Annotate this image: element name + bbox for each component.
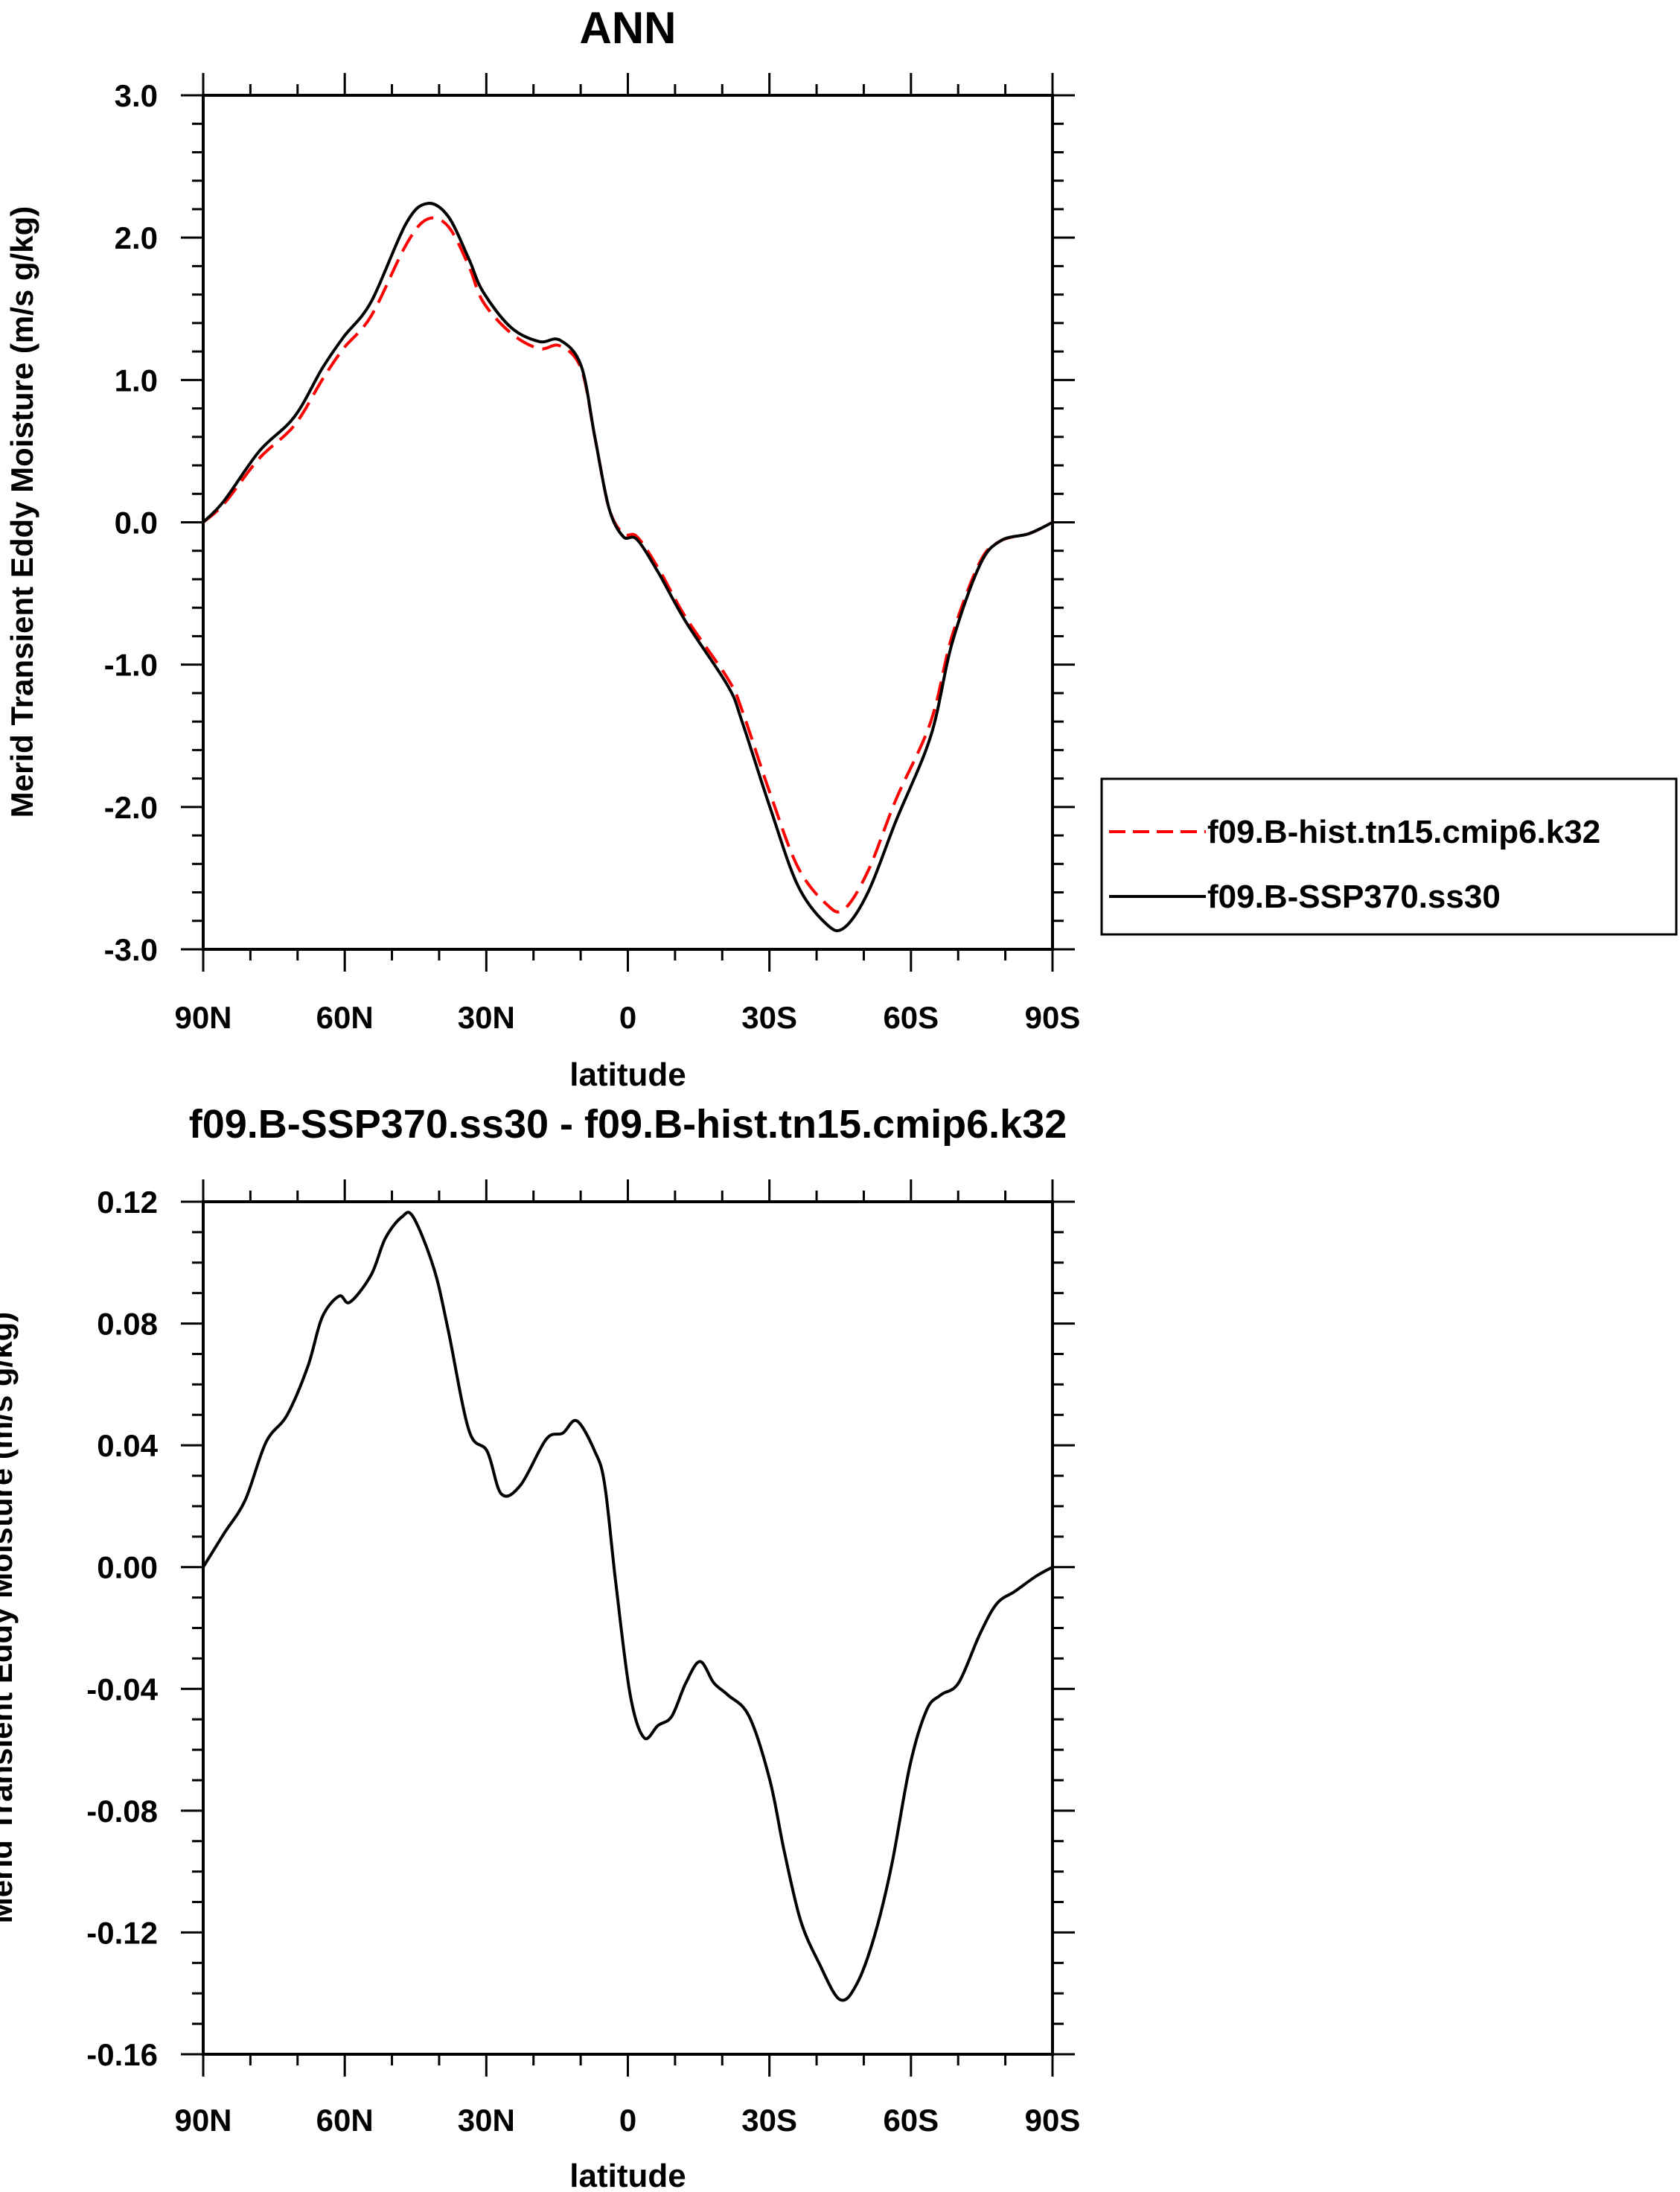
x-tick-label: 30S xyxy=(741,2103,797,2138)
y-tick-label: -0.08 xyxy=(86,1794,158,1829)
x-tick-label: 90N xyxy=(174,1000,231,1035)
y-tick-label: 2.0 xyxy=(115,220,158,255)
x-tick-label: 30N xyxy=(458,2103,515,2138)
chart-panel-2: f09.B-SSP370.ss30 - f09.B-hist.tn15.cmip… xyxy=(0,1102,1080,2192)
plot-frame xyxy=(202,1200,1054,2056)
x-tick-label: 60N xyxy=(316,2103,374,2138)
x-tick-label: 90S xyxy=(1025,2103,1081,2138)
y-tick-label: -0.16 xyxy=(86,2037,158,2072)
chart-panel-1: ANN 90N 60N 30N 0 30S 60S 90S 3.0 2.0 1.0 0.0 -1.0 -2… xyxy=(4,3,1678,1093)
plot-frame xyxy=(202,94,1054,951)
x-tick-label: 30N xyxy=(458,1000,515,1035)
y-tick-label: -0.04 xyxy=(86,1672,158,1707)
y-tick-label: 0.04 xyxy=(97,1428,158,1463)
x-tick-label: 0 xyxy=(619,2103,636,2138)
x-tick-label: 60S xyxy=(883,2103,939,2138)
y-tick-label: -0.12 xyxy=(86,1915,158,1950)
y-axis-label: Merid Transient Eddy Moisture (m/s g/kg) xyxy=(0,1312,19,1923)
x-tick-label: 60S xyxy=(883,1000,939,1035)
y-tick-label: 0.08 xyxy=(97,1307,158,1342)
chart-title: f09.B-SSP370.ss30 - f09.B-hist.tn15.cmip… xyxy=(189,1102,1067,1147)
x-tick-label: 30S xyxy=(741,1000,797,1035)
y-tick-label: 1.0 xyxy=(115,363,158,398)
y-tick-label: -1.0 xyxy=(104,648,158,683)
x-tick-label: 90N xyxy=(174,2103,231,2138)
series-line-1-2 xyxy=(202,202,1053,933)
x-axis-label: latitude xyxy=(569,1057,686,1093)
y-tick-label: 3.0 xyxy=(115,78,158,113)
y-axis-label: Merid Transient Eddy Moisture (m/s g/kg) xyxy=(4,206,39,818)
y-tick-label: 0.00 xyxy=(97,1550,158,1585)
chart-title: ANN xyxy=(580,3,677,53)
series-line-1-1 xyxy=(202,216,1053,914)
y-tick-label: -2.0 xyxy=(104,790,158,825)
y-tick-label: -3.0 xyxy=(104,932,158,967)
x-tick-label: 0 xyxy=(619,1000,636,1035)
y-tick-label: 0.0 xyxy=(115,506,158,541)
x-tick-label: 90S xyxy=(1025,1000,1081,1035)
legend: f09.B-hist.tn15.cmip6.k32 f09.B-SSP370.ss… xyxy=(1100,777,1678,936)
legend-label: f09.B-SSP370.ss30 xyxy=(1207,879,1501,915)
x-tick-label: 60N xyxy=(316,1000,374,1035)
legend-label: f09.B-hist.tn15.cmip6.k32 xyxy=(1207,814,1600,850)
legend-box xyxy=(1100,777,1678,936)
y-tick-label: 0.12 xyxy=(97,1185,158,1220)
series-line-2-1 xyxy=(202,1211,1053,2002)
x-axis-label: latitude xyxy=(569,2158,686,2192)
